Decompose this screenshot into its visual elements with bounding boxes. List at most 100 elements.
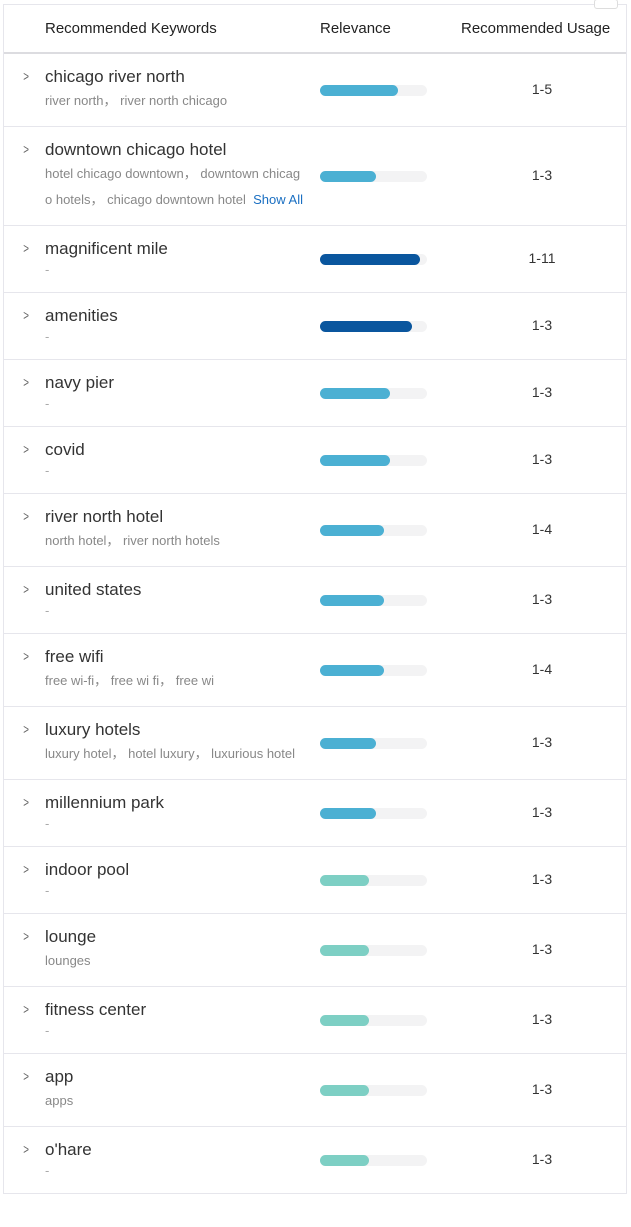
variants-text: -: [45, 1023, 50, 1038]
recommended-usage: 1-11: [528, 250, 556, 266]
chevron-right-icon[interactable]: >: [23, 928, 29, 944]
relevance-bar: [320, 388, 427, 399]
keyword-title: covid: [45, 440, 85, 459]
chevron-right-icon[interactable]: >: [23, 508, 29, 524]
keyword-variants: -: [45, 394, 307, 414]
keyword-title: lounge: [45, 927, 97, 946]
keyword-title: luxury hotels: [45, 720, 141, 739]
relevance-bar-fill: [320, 808, 376, 819]
table-row[interactable]: > app apps 1-3: [4, 1054, 626, 1127]
table-row[interactable]: > free wifi free wi-fi， free wi fi， free…: [4, 634, 626, 707]
keyword-variants: -: [45, 260, 307, 280]
relevance-bar: [320, 1015, 427, 1026]
relevance-bar: [320, 1155, 427, 1166]
keyword-cell: indoor pool -: [45, 859, 307, 901]
chevron-right-icon[interactable]: >: [23, 141, 29, 157]
variants-text: -: [45, 603, 50, 618]
relevance-bar-fill: [320, 665, 385, 676]
variants-text: -: [45, 1163, 50, 1178]
table-row[interactable]: > amenities - 1-3: [4, 293, 626, 360]
relevance-bar-fill: [320, 1085, 370, 1096]
chevron-right-icon[interactable]: >: [23, 240, 29, 256]
table-row[interactable]: > downtown chicago hotel hotel chicago d…: [4, 127, 626, 226]
keyword-variants: luxury hotel， hotel luxury， luxurious ho…: [45, 741, 307, 767]
table-row[interactable]: > o'hare - 1-3: [4, 1127, 626, 1194]
chevron-right-icon[interactable]: >: [23, 68, 29, 84]
recommended-usage: 1-4: [531, 661, 553, 677]
relevance-bar: [320, 525, 427, 536]
table-row[interactable]: > fitness center - 1-3: [4, 987, 626, 1054]
table-row[interactable]: > luxury hotels luxury hotel， hotel luxu…: [4, 707, 626, 780]
recommended-usage: 1-3: [531, 804, 553, 820]
relevance-bar-fill: [320, 171, 376, 182]
keywords-table: Recommended Keywords Relevance Recommend…: [3, 0, 627, 1194]
keyword-cell: navy pier -: [45, 372, 307, 414]
recommended-usage: 1-3: [531, 941, 553, 957]
recommended-usage: 1-3: [531, 384, 553, 400]
chevron-right-icon[interactable]: >: [23, 581, 29, 597]
keyword-cell: united states -: [45, 579, 307, 621]
table-row[interactable]: > navy pier - 1-3: [4, 360, 626, 427]
relevance-bar: [320, 455, 427, 466]
relevance-bar-fill: [320, 85, 399, 96]
chevron-right-icon[interactable]: >: [23, 374, 29, 390]
keyword-cell: millennium park -: [45, 792, 307, 834]
variants-text: -: [45, 816, 50, 831]
recommended-usage: 1-3: [531, 1081, 553, 1097]
keyword-variants: apps: [45, 1088, 307, 1114]
keyword-variants: -: [45, 461, 307, 481]
recommended-usage: 1-3: [531, 734, 553, 750]
chevron-right-icon[interactable]: >: [23, 307, 29, 323]
relevance-bar: [320, 254, 427, 265]
relevance-bar-fill: [320, 1015, 370, 1026]
chevron-right-icon[interactable]: >: [23, 648, 29, 664]
table-body: > chicago river north river north， river…: [4, 54, 626, 1194]
relevance-bar-fill: [320, 875, 370, 886]
header-keywords: Recommended Keywords: [45, 20, 217, 37]
relevance-bar-fill: [320, 945, 370, 956]
relevance-bar: [320, 665, 427, 676]
relevance-bar-fill: [320, 455, 390, 466]
chevron-right-icon[interactable]: >: [23, 1068, 29, 1084]
relevance-bar-fill: [320, 254, 420, 265]
keyword-variants: -: [45, 1161, 307, 1181]
chevron-right-icon[interactable]: >: [23, 794, 29, 810]
chevron-right-icon[interactable]: >: [23, 1141, 29, 1157]
table-row[interactable]: > united states - 1-3: [4, 567, 626, 634]
recommended-usage: 1-3: [531, 591, 553, 607]
recommended-usage: 1-3: [531, 317, 553, 333]
chevron-right-icon[interactable]: >: [23, 861, 29, 877]
top-right-button[interactable]: [594, 0, 618, 9]
table-row[interactable]: > covid - 1-3: [4, 427, 626, 494]
keyword-variants: -: [45, 601, 307, 621]
keyword-title: millennium park: [45, 793, 165, 812]
relevance-bar: [320, 945, 427, 956]
relevance-bar: [320, 1085, 427, 1096]
variants-text: hotel chicago downtown， downtown chicago…: [45, 166, 301, 207]
table-row[interactable]: > river north hotel north hotel， river n…: [4, 494, 626, 567]
keyword-cell: app apps: [45, 1066, 307, 1114]
table-row[interactable]: > magnificent mile - 1-11: [4, 226, 626, 293]
recommended-usage: 1-3: [531, 451, 553, 467]
relevance-bar-fill: [320, 388, 390, 399]
keyword-title: fitness center: [45, 1000, 147, 1019]
table-row[interactable]: > lounge lounges 1-3: [4, 914, 626, 987]
table-row[interactable]: > chicago river north river north， river…: [4, 54, 626, 127]
variants-text: -: [45, 463, 50, 478]
keyword-title: united states: [45, 580, 142, 599]
chevron-right-icon[interactable]: >: [23, 1001, 29, 1017]
table-row[interactable]: > indoor pool - 1-3: [4, 847, 626, 914]
show-all-link[interactable]: Show All: [253, 192, 304, 207]
keyword-variants: -: [45, 327, 307, 347]
relevance-bar-fill: [320, 595, 385, 606]
chevron-right-icon[interactable]: >: [23, 721, 29, 737]
relevance-bar: [320, 171, 427, 182]
variants-text: apps: [45, 1093, 74, 1108]
keyword-cell: o'hare -: [45, 1139, 307, 1181]
chevron-right-icon[interactable]: >: [23, 441, 29, 457]
table-row[interactable]: > millennium park - 1-3: [4, 780, 626, 847]
keyword-title: app: [45, 1067, 74, 1086]
relevance-bar: [320, 875, 427, 886]
keyword-variants: lounges: [45, 948, 307, 974]
variants-text: river north， river north chicago: [45, 93, 228, 108]
